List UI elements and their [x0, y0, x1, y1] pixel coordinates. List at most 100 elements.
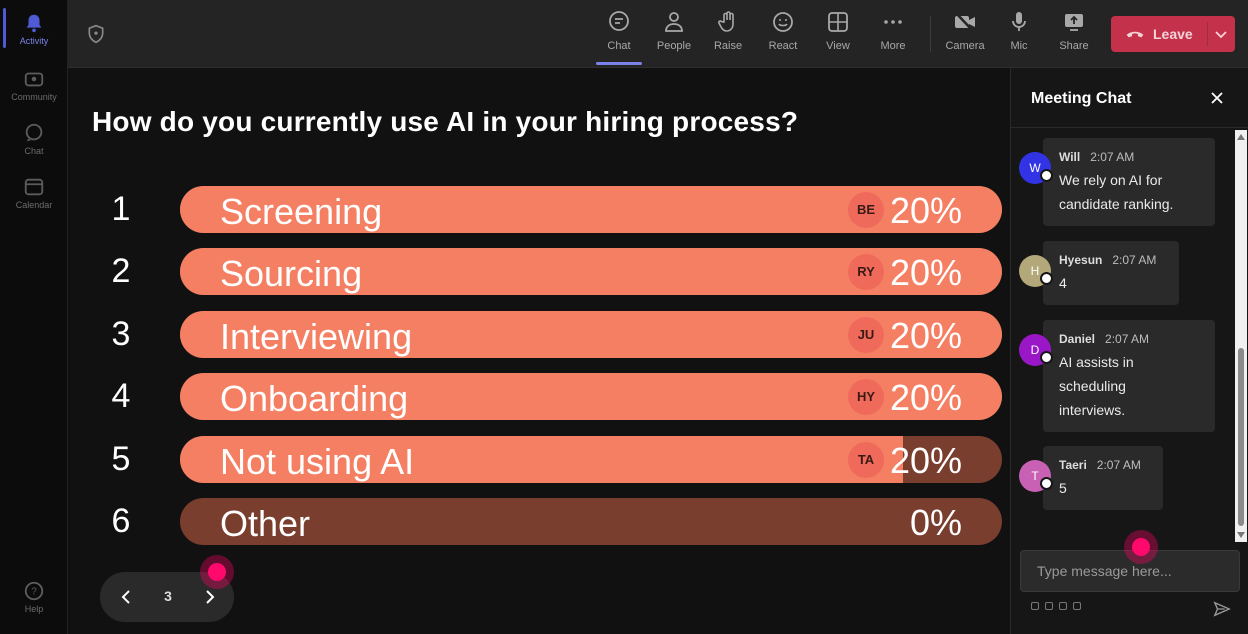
format-icon[interactable] [1031, 602, 1039, 610]
scroll-down-arrow[interactable] [1237, 532, 1245, 538]
camera-label: Camera [945, 40, 985, 52]
shield-icon[interactable] [86, 24, 106, 44]
sender-name: Will [1059, 150, 1081, 164]
scroll-thumb[interactable] [1238, 348, 1244, 526]
gif-icon[interactable] [1073, 602, 1081, 610]
option-bar[interactable]: Onboarding HY 20% [180, 373, 1002, 420]
rail-label: Help [24, 604, 44, 614]
sender-avatar[interactable]: W [1019, 152, 1053, 184]
message-bubble: Daniel 2:07 AM AI assists in scheduling inte… [1043, 320, 1215, 432]
more-button[interactable]: More [868, 10, 918, 52]
people-label: People [656, 40, 692, 52]
chat-icon [25, 123, 43, 142]
option-percentage: 20% [889, 377, 962, 418]
leave-divider [1207, 22, 1208, 46]
message-line: 5 [1059, 480, 1067, 496]
option-percentage: 20% [889, 440, 962, 481]
react-button[interactable]: React [758, 10, 808, 52]
chevron-down-icon[interactable] [1213, 26, 1229, 42]
message-text: We rely on AI for candidate ranking. [1059, 168, 1199, 216]
share-button[interactable]: Share [1049, 10, 1099, 52]
toolbar-divider [930, 16, 931, 52]
view-label: View [826, 40, 850, 52]
emoji-icon[interactable] [1059, 602, 1067, 610]
meeting-toolbar: Chat People Raise React View More Camera… [68, 0, 1248, 68]
pointer-indicator [1124, 530, 1158, 564]
people-icon [665, 12, 683, 32]
message-line: AI assists in [1059, 354, 1134, 370]
share-screen-icon [1065, 14, 1083, 31]
close-icon[interactable] [1209, 90, 1225, 106]
rail-item-community[interactable]: Community [0, 68, 68, 102]
leave-button[interactable]: Leave [1111, 16, 1235, 52]
rail-item-chat[interactable]: Chat [0, 122, 68, 156]
message-text: 4 [1059, 271, 1163, 295]
more-dots-icon [884, 20, 902, 24]
voter-avatar: HY [848, 379, 884, 415]
grid-icon [828, 12, 848, 32]
calendar-icon [24, 178, 44, 196]
option-label: Interviewing [220, 316, 413, 357]
message-time: 2:07 AM [1090, 150, 1135, 164]
option-bar[interactable]: Sourcing RY 20% [180, 248, 1002, 295]
poll-question: How do you currently use AI in your hiri… [92, 106, 799, 137]
rail-item-calendar[interactable]: Calendar [0, 176, 68, 210]
message-text: 5 [1059, 476, 1147, 500]
message-line: We rely on AI for [1059, 172, 1163, 188]
sender-avatar[interactable]: H [1019, 255, 1053, 287]
chat-scrollbar[interactable] [1235, 130, 1247, 542]
poll-option[interactable]: 1 Screening BE 20% [68, 186, 1010, 234]
option-bar[interactable]: Not using AI TA 20% [180, 436, 1002, 483]
poll-option[interactable]: 5 Not using AI TA 20% [68, 436, 1010, 484]
chevron-left-icon[interactable] [116, 587, 136, 607]
option-bar[interactable]: Interviewing JU 20% [180, 311, 1002, 358]
bell-icon [26, 14, 42, 33]
chat-header: Meeting Chat [1011, 68, 1248, 128]
sender-avatar[interactable]: T [1019, 460, 1053, 492]
voter-avatar: RY [848, 254, 884, 290]
option-percentage: 20% [889, 252, 962, 293]
poll-option[interactable]: 2 Sourcing RY 20% [68, 248, 1010, 296]
send-icon[interactable] [1213, 600, 1231, 618]
view-button[interactable]: View [813, 10, 863, 52]
option-number: 2 [111, 252, 131, 290]
message-line: 4 [1059, 275, 1067, 291]
chat-message-list[interactable]: Will 2:07 AM We rely on AI for candidate ra… [1011, 130, 1235, 542]
option-number: 3 [111, 315, 131, 353]
help-icon: ? [24, 581, 44, 601]
option-number: 4 [111, 377, 131, 415]
scroll-up-arrow[interactable] [1237, 134, 1245, 140]
people-button[interactable]: People [649, 10, 699, 52]
message-bubble: Will 2:07 AM We rely on AI for candidate ra… [1043, 138, 1215, 226]
option-bar[interactable]: Other 0% [180, 498, 1002, 545]
camera-off-icon [955, 12, 975, 32]
poll-option[interactable]: 6 Other 0% [68, 498, 1010, 546]
option-percentage: 0% [909, 502, 962, 543]
chat-button[interactable]: Chat [594, 10, 644, 65]
option-fill [180, 436, 904, 483]
poll-option[interactable]: 3 Interviewing JU 20% [68, 311, 1010, 359]
option-label: Not using AI [220, 441, 415, 482]
message-line: scheduling [1059, 378, 1126, 394]
mic-button[interactable]: Mic [994, 10, 1044, 52]
message-bubble: Taeri 2:07 AM 5 [1043, 446, 1163, 510]
app-rail: Activity Community Chat Calendar ? Help [0, 0, 68, 634]
option-bar[interactable]: Screening BE 20% [180, 186, 1002, 233]
voter-avatar: BE [848, 192, 884, 228]
chevron-right-icon[interactable] [200, 587, 220, 607]
chat-label: Chat [607, 40, 631, 52]
chat-message-input[interactable] [1020, 550, 1240, 592]
attach-icon[interactable] [1045, 602, 1053, 610]
chat-title: Meeting Chat [1031, 90, 1132, 107]
raise-hand-button[interactable]: Raise [703, 10, 753, 52]
meeting-chat-panel: Meeting Chat Will 2:07 AM We rely on AI fo… [1010, 68, 1248, 634]
poll-stage: How do you currently use AI in your hiri… [68, 68, 1010, 634]
pointer-indicator [200, 555, 234, 589]
poll-option[interactable]: 4 Onboarding HY 20% [68, 373, 1010, 421]
voter-avatar: TA [848, 442, 884, 478]
rail-item-help[interactable]: ? Help [0, 580, 68, 614]
rail-item-activity[interactable]: Activity [0, 8, 68, 48]
sender-avatar[interactable]: D [1019, 334, 1053, 366]
message-text: AI assists in scheduling interviews. [1059, 350, 1199, 422]
camera-button[interactable]: Camera [940, 10, 990, 52]
